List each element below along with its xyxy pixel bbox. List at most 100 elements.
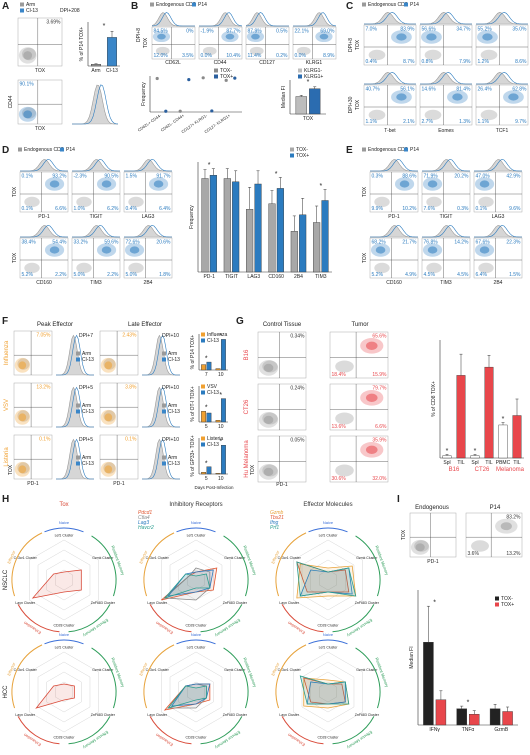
bar	[436, 700, 446, 725]
error-bar	[488, 355, 491, 367]
gate-percent: 8.6%	[515, 59, 527, 65]
bar	[322, 201, 329, 273]
gate-percent: 65.6%	[372, 334, 387, 340]
legend-swatch	[162, 410, 166, 414]
marker-label: PD-1	[388, 214, 400, 220]
error-bar	[212, 169, 215, 176]
legend-swatch	[404, 3, 408, 7]
gate-percent: 8.7%	[403, 59, 415, 65]
gate-percent: 9.6%	[509, 206, 521, 212]
cell-population	[335, 361, 354, 373]
data-point	[187, 78, 190, 81]
bar	[224, 179, 231, 273]
legend-swatch	[362, 148, 366, 152]
bar	[499, 425, 507, 458]
legend-label: P14	[198, 2, 207, 8]
phenotype-label: Naive	[191, 632, 202, 637]
legend-label: Cl-13	[82, 461, 94, 467]
cell-population	[366, 394, 378, 402]
gate-percent: 1.2%	[478, 59, 490, 65]
cell-population	[480, 246, 490, 253]
gate-percent: 0.3%	[457, 206, 469, 212]
gate-percent: 1.1%	[366, 119, 378, 125]
legend-label: TOX+	[296, 153, 309, 159]
x-tick-label: Spl	[471, 460, 478, 466]
phenotype-arc	[309, 528, 348, 532]
bar	[490, 709, 500, 725]
bar	[299, 215, 306, 272]
legend-label: Cl-13	[207, 338, 219, 344]
y-axis-label: Median FI	[281, 86, 287, 108]
bar	[210, 175, 217, 272]
y-axis-label: TOX	[12, 186, 18, 197]
phenotype-label: Naive	[191, 520, 202, 525]
gate-percent: 6.6%	[375, 424, 387, 430]
legend-label: Cl-13	[207, 442, 219, 448]
radar-axis-label: CD28 Cluster	[53, 735, 75, 739]
group-label: B16	[449, 467, 460, 473]
bar	[469, 714, 479, 725]
marker-label: CD44	[214, 60, 227, 66]
marker-label: T-bet	[384, 128, 396, 134]
histogram	[364, 72, 416, 84]
bar	[423, 642, 433, 725]
legend-label: KLRG1+	[304, 74, 323, 80]
gate-percent: 40.7%	[366, 87, 381, 93]
bar	[277, 188, 284, 272]
significance-star: *	[502, 416, 505, 423]
gate-percent: 2.1%	[403, 119, 415, 125]
x-tick-label: 2B4	[294, 274, 303, 280]
phenotype-arc	[201, 604, 242, 631]
cell-population	[105, 413, 113, 421]
bar	[296, 97, 307, 114]
cell-population	[19, 361, 27, 369]
radar-axis-label: CD28 Cluster	[317, 623, 339, 627]
legend-swatch	[201, 391, 205, 395]
data-point	[202, 76, 205, 79]
radar-axis-label: ZnF683 Cluster	[355, 713, 380, 717]
y-axis-label: TOX	[355, 39, 361, 50]
y-axis-label: TOX	[143, 37, 149, 48]
panel-letter: D	[2, 145, 9, 156]
marker-label: TIM3	[90, 280, 102, 286]
legend-label: Cl-13	[82, 357, 94, 363]
cell-population	[501, 522, 512, 530]
legend-label: P14	[410, 147, 419, 153]
cell-population	[19, 465, 27, 473]
row-label: Influenza	[4, 340, 10, 365]
x-tick-label: 5	[205, 424, 208, 430]
cell-population	[264, 416, 274, 424]
gate-percent: 62.8%	[512, 87, 527, 93]
histogram	[476, 72, 528, 84]
radar-axis-label: Lef1 Cluster	[319, 646, 339, 650]
histogram	[20, 159, 68, 171]
bar	[221, 339, 225, 370]
significance-star: *	[103, 23, 106, 30]
cell-population	[23, 51, 32, 60]
significance-star: *	[467, 700, 470, 707]
radar-axis-label: Lef1 Cluster	[319, 534, 339, 538]
data-point	[156, 77, 159, 80]
legend-swatch	[201, 443, 205, 447]
significance-star: *	[205, 460, 208, 467]
histogram	[20, 225, 68, 237]
cell-population	[251, 34, 260, 40]
cell-population	[264, 364, 274, 372]
error-bar	[313, 87, 316, 89]
gate-percent: 9.9%	[372, 206, 384, 212]
radar-axis-label: CD28 Cluster	[185, 623, 207, 627]
error-bar	[315, 206, 318, 223]
significance-star: *	[219, 392, 222, 399]
x-axis-label: TOX	[35, 68, 46, 74]
significance-star: *	[208, 162, 211, 169]
row-label: DPI+30	[348, 96, 354, 113]
gate-percent: 14.6%	[422, 87, 437, 93]
error-bar	[427, 606, 430, 642]
radar-axis-label: ZnF683 Cluster	[223, 601, 248, 605]
phenotype-arc	[69, 604, 110, 631]
error-bar	[279, 177, 282, 188]
legend-label: P14	[66, 147, 75, 153]
y-axis-label: % of P14 TOX+	[190, 335, 196, 370]
radar-axis-label: Lef1 Cluster	[187, 646, 207, 650]
dpi-label: DPI+10	[162, 333, 179, 339]
